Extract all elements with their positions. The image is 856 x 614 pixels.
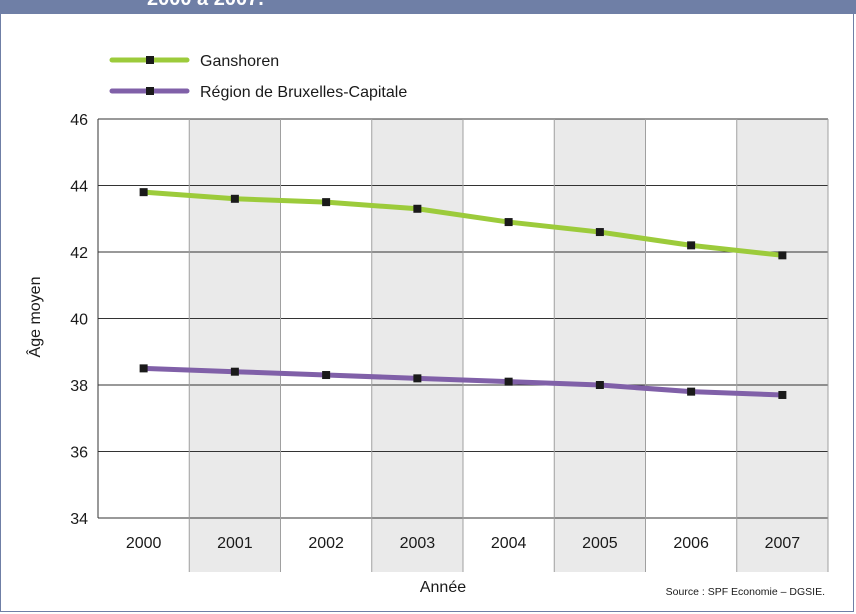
- legend-swatch-marker: [146, 56, 154, 64]
- y-tick-label: 38: [70, 378, 88, 395]
- data-point-marker: [230, 194, 239, 203]
- x-tick-labels: 2000 2001 2002 2003 2004 2005 2006 2007: [126, 535, 800, 552]
- y-tick-label: 42: [70, 245, 88, 262]
- data-point-marker: [413, 374, 422, 383]
- legend-swatch-marker: [146, 87, 154, 95]
- data-point-marker: [687, 387, 696, 396]
- x-tick-label: 2000: [126, 535, 162, 552]
- data-point-marker: [230, 367, 239, 376]
- data-point-marker: [322, 371, 331, 380]
- data-point-marker: [504, 377, 513, 386]
- y-tick-label: 40: [70, 312, 88, 329]
- header-title: 2000 à 2007.: [147, 0, 264, 11]
- data-point-marker: [139, 188, 148, 197]
- y-tick-label: 34: [70, 511, 88, 528]
- y-axis-label: Âge moyen: [25, 277, 44, 358]
- data-point-marker: [595, 228, 604, 237]
- legend-label: Ganshoren: [200, 53, 279, 70]
- legend-label: Région de Bruxelles-Capitale: [200, 84, 407, 101]
- x-tick-label: 2001: [217, 535, 253, 552]
- y-tick-label: 46: [70, 112, 88, 129]
- x-axis-label: Année: [420, 579, 466, 596]
- y-tick-label: 44: [70, 179, 88, 196]
- x-tick-label: 2003: [400, 535, 436, 552]
- data-point-marker: [504, 218, 513, 227]
- data-point-marker: [413, 204, 422, 213]
- x-tick-label: 2004: [491, 535, 527, 552]
- alternate-column-bands: [189, 119, 828, 572]
- column-band: [371, 119, 463, 572]
- header-band: [0, 0, 856, 14]
- column-band: [554, 119, 646, 572]
- x-tick-label: 2007: [765, 535, 801, 552]
- y-tick-labels: 34 36 38 40 42 44 46: [70, 112, 88, 528]
- column-band: [736, 119, 828, 572]
- x-tick-label: 2002: [308, 535, 344, 552]
- legend: Ganshoren Région de Bruxelles-Capitale: [109, 53, 407, 101]
- series-line: [141, 189, 785, 258]
- source-note: Source : SPF Economie – DGSIE.: [666, 586, 825, 598]
- x-tick-label: 2005: [582, 535, 618, 552]
- data-point-marker: [778, 251, 787, 260]
- data-point-marker: [595, 381, 604, 389]
- x-tick-label: 2006: [673, 535, 709, 552]
- y-tick-label: 36: [70, 445, 88, 462]
- series-lines: [139, 188, 787, 399]
- series-line: [141, 365, 785, 398]
- data-point-marker: [778, 390, 787, 399]
- data-point-marker: [139, 364, 148, 373]
- data-point-marker: [687, 241, 696, 250]
- data-point-marker: [322, 198, 331, 207]
- column-band: [189, 119, 281, 572]
